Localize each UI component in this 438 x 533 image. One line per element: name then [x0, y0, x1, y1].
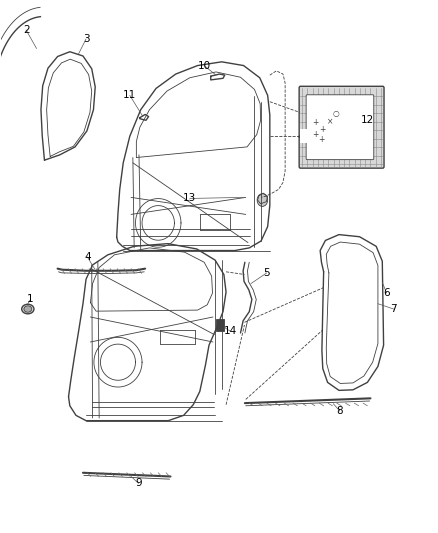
FancyBboxPatch shape [298, 86, 383, 168]
Bar [215, 319, 223, 332]
Text: 12: 12 [360, 115, 373, 125]
Text: 6: 6 [382, 288, 389, 298]
Text: +: + [311, 130, 318, 139]
Text: 2: 2 [23, 25, 29, 35]
Text: +: + [311, 118, 318, 127]
Text: 9: 9 [135, 479, 141, 488]
Text: ○: ○ [332, 109, 338, 118]
FancyBboxPatch shape [305, 95, 373, 160]
Circle shape [257, 193, 267, 206]
Text: 7: 7 [389, 304, 396, 314]
Text: 5: 5 [263, 268, 269, 278]
Ellipse shape [21, 304, 34, 314]
Text: ×: × [326, 117, 332, 126]
Text: 3: 3 [82, 34, 89, 44]
Text: 10: 10 [197, 61, 210, 70]
FancyBboxPatch shape [300, 129, 311, 143]
Text: 13: 13 [183, 193, 196, 204]
Text: 4: 4 [84, 252, 91, 262]
Ellipse shape [24, 306, 32, 312]
Text: +: + [318, 135, 324, 144]
Text: +: + [318, 125, 325, 134]
Text: 1: 1 [27, 294, 34, 304]
Text: 11: 11 [123, 90, 136, 100]
Text: 8: 8 [336, 406, 343, 416]
Text: 14: 14 [223, 326, 237, 336]
